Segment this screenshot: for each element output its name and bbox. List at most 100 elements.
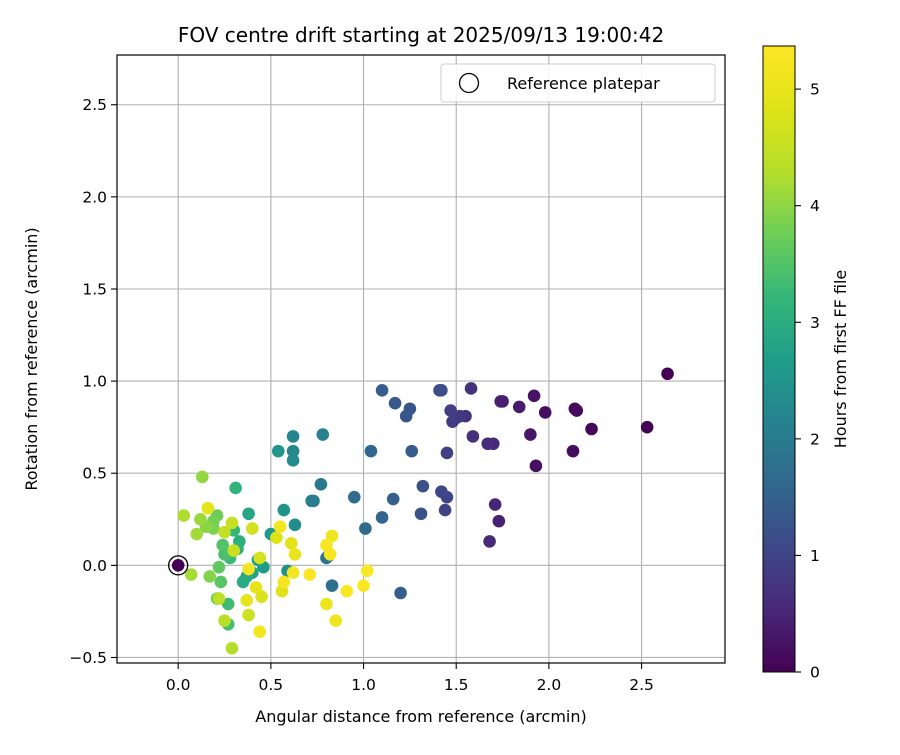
x-tick-label: 2.5 [629,676,654,694]
data-point [512,400,526,414]
data-point [212,560,226,574]
data-point [288,547,302,561]
data-point [464,382,478,395]
data-point [524,428,537,441]
data-point [286,566,300,580]
y-tick-label: 0.0 [82,557,107,575]
data-point [284,536,298,550]
x-axis-label: Angular distance from reference (arcmin) [255,707,586,726]
data-point [414,507,428,521]
data-point [394,586,407,600]
data-point [347,490,361,504]
data-point [236,575,250,589]
colorbar-tick-label: 2 [810,430,820,448]
data-point [286,444,300,458]
data-point [405,444,419,458]
data-point [184,568,198,581]
data-point [435,485,448,498]
data-point [492,514,506,528]
data-point [288,518,302,532]
plot-frame [116,54,726,664]
legend-box [440,63,716,103]
data-point [240,594,254,607]
data-point [212,592,226,605]
data-point [444,404,457,417]
data-point [229,481,242,495]
data-point [360,564,374,578]
chart-title: FOV centre drift starting at 2025/09/13 … [178,23,664,47]
data-point [481,437,495,451]
data-point [529,459,543,473]
x-axis-ticks: 0.0 0.5 1.0 1.5 2.0 2.5 [166,663,654,694]
data-point [466,430,480,443]
colorbar-label: Hours from first FF file [831,270,850,449]
data-point [225,516,239,530]
data-point [483,535,496,548]
data-point [320,597,333,611]
y-tick-label: −0.5 [69,649,107,667]
data-point [214,575,228,589]
data-point [323,547,337,561]
x-tick-label: 1.0 [351,676,376,694]
data-point [271,444,285,458]
data-point [305,494,318,508]
data-point [242,507,255,521]
data-point [375,511,389,524]
colorbar-tick-label: 0 [810,664,820,682]
colorbar: 0 1 2 3 4 5 Hours from first FF file [762,45,850,682]
colorbar-gradient [762,45,796,673]
data-point [303,568,317,581]
reference-platepar-marker [168,555,189,576]
data-point [329,614,343,627]
data-point [388,396,402,410]
x-tick-label: 0.5 [259,676,284,694]
data-point [218,614,231,627]
x-tick-label: 1.5 [444,676,469,694]
data-point [270,531,283,545]
data-point [488,498,502,511]
data-points [171,367,674,655]
data-point [316,428,330,441]
data-point [340,584,354,598]
y-axis-label: Rotation from reference (arcmin) [22,227,41,490]
data-point [242,562,255,576]
data-point [386,492,400,506]
data-point [585,422,598,436]
data-point [171,559,185,572]
data-point [227,544,241,557]
data-point [216,538,229,552]
data-point [249,581,263,594]
data-point [357,579,370,592]
data-point [364,444,378,458]
data-point [253,551,267,565]
grid-lines [117,55,725,663]
data-point [277,575,291,589]
data-point [177,509,191,522]
colorbar-tick-label: 4 [810,197,820,215]
data-point [416,479,430,493]
data-point [194,512,207,526]
data-point [277,503,291,517]
data-point [538,406,552,419]
data-point [253,625,267,638]
data-point [195,470,209,484]
data-point [246,522,259,535]
data-point [190,527,204,541]
y-axis-ticks: −0.5 0.0 0.5 1.0 1.5 2.0 2.5 [69,96,117,667]
data-point [325,579,339,592]
data-point [203,570,216,583]
y-tick-label: 2.5 [82,96,107,114]
data-point [566,444,580,458]
data-point [440,446,454,460]
data-point [433,384,446,397]
data-point [286,430,300,443]
data-point [314,477,328,491]
data-point [375,384,389,397]
data-point [286,454,300,467]
data-point [225,641,239,655]
data-point [273,520,287,533]
data-point [527,389,541,403]
colorbar-tick-label: 5 [810,81,820,99]
data-point [640,420,654,434]
data-point [359,522,372,535]
